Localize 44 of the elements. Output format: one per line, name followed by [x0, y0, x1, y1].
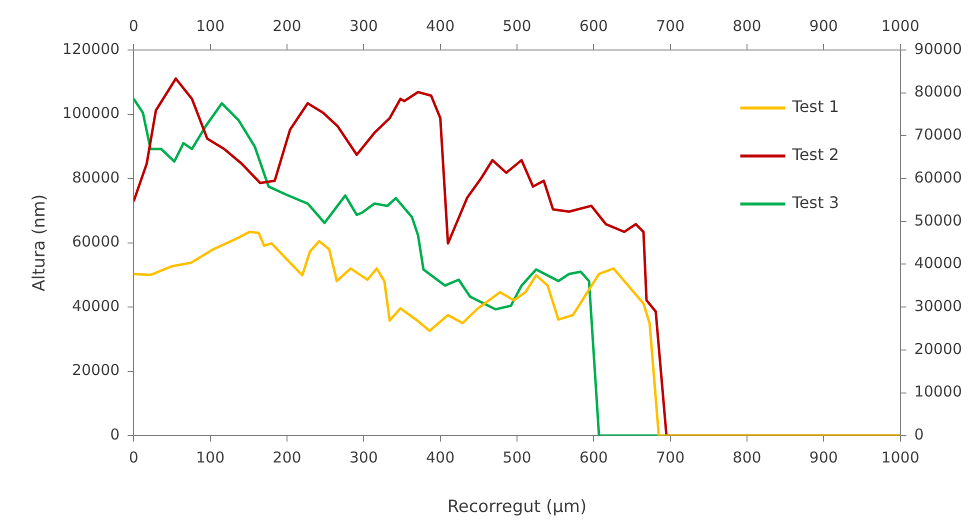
y-tick-label: 80000 — [72, 168, 120, 186]
y2-tick-label: 70000 — [914, 126, 962, 144]
y2-tick-label: 90000 — [914, 40, 962, 58]
y2-tick-label: 50000 — [914, 211, 962, 230]
y-tick-label: 100000 — [62, 104, 120, 122]
x-tick-label: 200 — [272, 448, 302, 466]
x-tick-label: 500 — [502, 448, 532, 466]
x2-tick-label: 900 — [809, 16, 838, 35]
x2-tick-label: 300 — [349, 16, 378, 35]
x2-tick-label: 400 — [426, 16, 455, 35]
y-tick-label: 20000 — [72, 361, 120, 380]
y2-tick-label: 20000 — [914, 340, 962, 358]
x2-tick-label: 200 — [272, 16, 302, 35]
y2-tick-label: 0 — [914, 425, 924, 444]
x-tick-label: 400 — [426, 448, 455, 466]
y2-tick-label: 30000 — [914, 296, 962, 315]
y2-tick-label: 40000 — [914, 254, 962, 272]
legend-label: Test 1 — [791, 97, 840, 116]
x-tick-label: 100 — [196, 448, 225, 466]
y-tick-label: 0 — [110, 425, 120, 444]
x-tick-label: 600 — [579, 448, 608, 466]
x2-tick-label: 500 — [502, 16, 532, 35]
x-axis-title: Recorregut (µm) — [447, 497, 587, 518]
y-axis-title: Altura (nm) — [30, 194, 50, 292]
y2-tick-label: 10000 — [914, 382, 962, 401]
legend-label: Test 2 — [791, 145, 840, 164]
x-tick-label: 1000 — [881, 448, 920, 466]
x-tick-label: 700 — [656, 448, 685, 466]
x-tick-label: 300 — [349, 448, 378, 466]
y-tick-label: 40000 — [72, 296, 120, 315]
x2-tick-label: 1000 — [881, 16, 920, 35]
x2-tick-label: 800 — [732, 16, 762, 35]
x-tick-label: 800 — [732, 448, 762, 466]
x2-tick-label: 0 — [128, 16, 138, 35]
x-tick-label: 0 — [128, 448, 138, 466]
legend-label: Test 3 — [791, 193, 840, 212]
y2-tick-label: 80000 — [914, 82, 962, 101]
y2-tick-label: 60000 — [914, 168, 962, 186]
x-tick-label: 900 — [809, 448, 838, 466]
x2-tick-label: 700 — [656, 16, 685, 35]
x2-tick-label: 600 — [579, 16, 608, 35]
y-tick-label: 60000 — [72, 232, 120, 251]
y-tick-label: 120000 — [62, 40, 120, 58]
x2-tick-label: 100 — [196, 16, 225, 35]
